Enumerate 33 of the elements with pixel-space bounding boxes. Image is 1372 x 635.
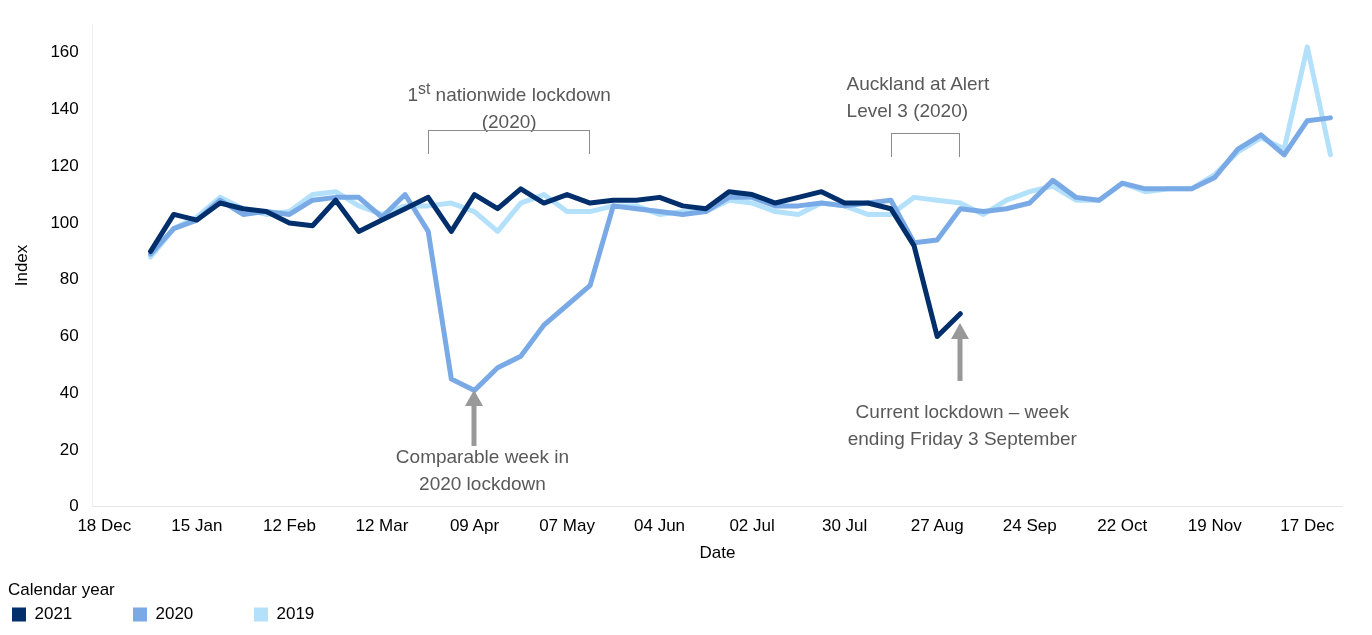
y-tick-label: 100 bbox=[50, 212, 79, 232]
legend-label: 2019 bbox=[276, 604, 371, 624]
y-tick-label: 40 bbox=[59, 382, 79, 402]
y-tick-label: 160 bbox=[50, 42, 79, 62]
x-tick-label: 02 Jul bbox=[729, 515, 775, 535]
y-tick-label: 80 bbox=[59, 269, 79, 289]
legend-label: 2020 bbox=[155, 604, 250, 624]
y-tick-label: 0 bbox=[69, 496, 79, 516]
x-tick-label: 12 Feb bbox=[262, 515, 316, 535]
x-tick-label: 04 Jun bbox=[634, 515, 686, 535]
y-tick-label: 20 bbox=[59, 439, 79, 459]
legend-title: Calendar year bbox=[8, 579, 116, 599]
x-tick-label: 30 Jul bbox=[821, 515, 868, 535]
y-tick-label: 60 bbox=[59, 326, 79, 346]
annotation: Current lockdown – week ending Friday 3 September bbox=[846, 400, 1078, 451]
x-axis-title: Date bbox=[699, 543, 736, 563]
x-tick-label: 15 Jan bbox=[171, 515, 223, 535]
annotation: 1$^{st}$ nationwide lockdown (2020) bbox=[406, 79, 612, 135]
x-tick-label: 27 Aug bbox=[910, 515, 964, 535]
annotation: Auckland at Alert Level 3 (2020) bbox=[846, 72, 991, 123]
x-tick-label: 18 Dec bbox=[77, 515, 132, 535]
x-tick-label: 22 Oct bbox=[1097, 515, 1148, 535]
x-tick-label: 17 Dec bbox=[1280, 515, 1335, 535]
x-tick-label: 19 Nov bbox=[1187, 515, 1243, 535]
x-tick-label: 24 Sep bbox=[1002, 515, 1057, 535]
x-tick-label: 09 Apr bbox=[449, 515, 500, 535]
legend-label: 2021 bbox=[34, 604, 129, 624]
annotation: Comparable week in 2020 lockdown bbox=[394, 445, 571, 496]
x-tick-label: 12 Mar bbox=[355, 515, 409, 535]
x-tick-label: 07 May bbox=[539, 515, 596, 535]
y-tick-label: 120 bbox=[50, 155, 79, 175]
y-axis-title: Index bbox=[11, 244, 31, 287]
y-tick-label: 140 bbox=[50, 99, 79, 119]
